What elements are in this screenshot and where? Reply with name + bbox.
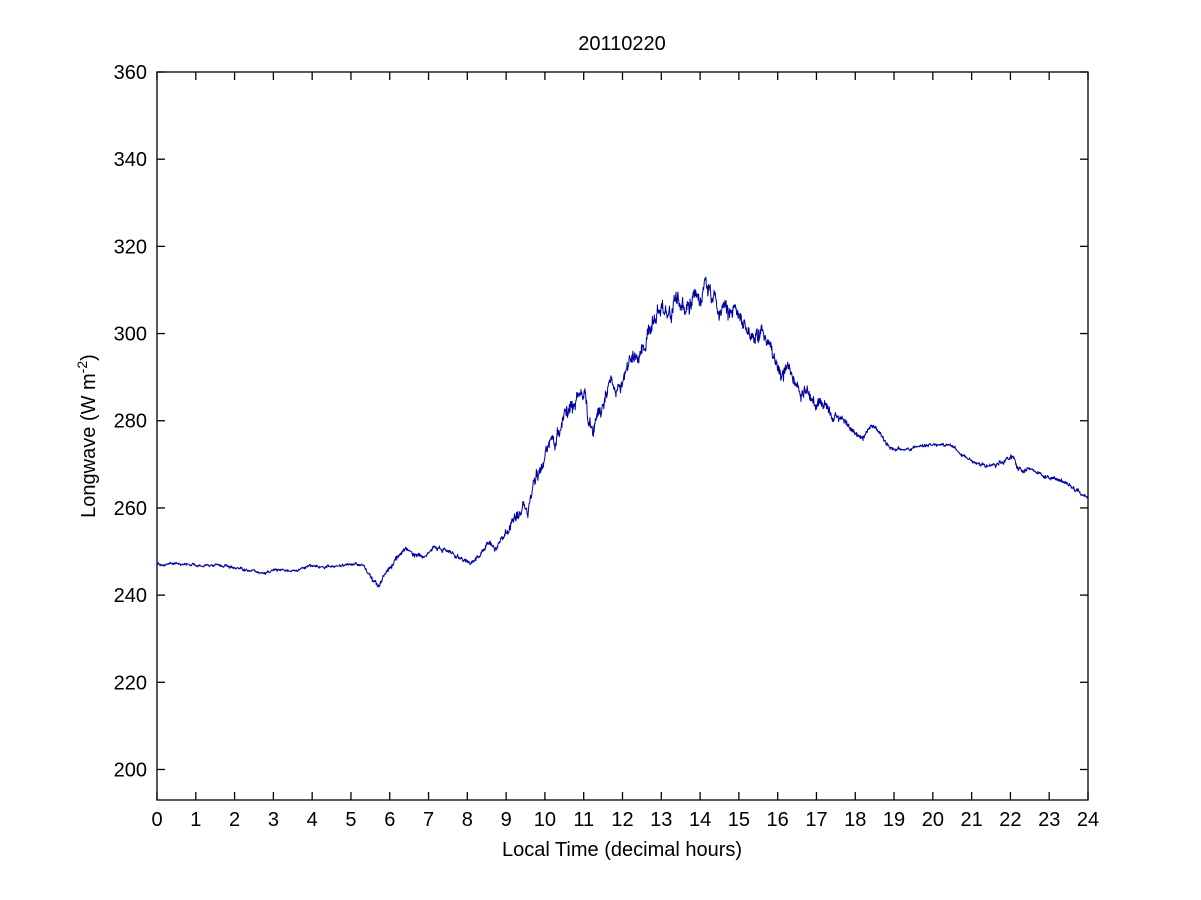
x-tick-label: 13 [650, 809, 672, 831]
y-axis-label-suffix: ) [78, 354, 100, 361]
x-tick-label: 8 [462, 809, 473, 831]
y-tick-label: 360 [114, 62, 147, 84]
x-tick-label: 17 [805, 809, 827, 831]
x-tick-label: 24 [1077, 809, 1099, 831]
x-tick-label: 22 [999, 809, 1021, 831]
x-tick-label: 4 [307, 809, 318, 831]
y-tick-label: 320 [114, 236, 147, 258]
y-axis-label-superscript: -2 [74, 361, 90, 374]
y-tick-label: 280 [114, 411, 147, 433]
y-tick-label: 300 [114, 324, 147, 346]
y-axis-label: Longwave (W m-2) [74, 354, 100, 518]
x-tick-label: 1 [190, 809, 201, 831]
y-tick-label: 340 [114, 149, 147, 171]
chart-title: 20110220 [578, 33, 666, 55]
data-line [156, 276, 1089, 588]
y-tick-label: 260 [114, 498, 147, 520]
y-tick-label: 240 [114, 585, 147, 607]
x-tick-label: 15 [728, 809, 750, 831]
plot-area: 0 1 2 3 4 5 6 7 8 9 10 11 12 13 14 15 16 17 18 19 20 21 22 23 24… [114, 62, 1100, 831]
x-tick-label: 3 [268, 809, 279, 831]
x-axis-label: Local Time (decimal hours) [502, 839, 742, 861]
x-tick-label: 9 [501, 809, 512, 831]
x-tick-label: 21 [961, 809, 983, 831]
x-tick-label: 18 [844, 809, 866, 831]
x-tick-label: 14 [689, 809, 711, 831]
x-tick-label: 12 [611, 809, 633, 831]
axis-box [156, 71, 1089, 801]
x-tick-label: 23 [1038, 809, 1060, 831]
x-tick-label: 6 [384, 809, 395, 831]
y-tick-label: 200 [114, 759, 147, 781]
x-tick-label: 20 [922, 809, 944, 831]
x-tick-label: 11 [573, 809, 594, 831]
x-tick-label: 19 [883, 809, 905, 831]
x-tick-label: 5 [345, 809, 356, 831]
x-tick-label: 0 [151, 809, 162, 831]
y-axis-label-prefix: Longwave (W m [78, 373, 100, 518]
x-tick-label: 2 [229, 809, 240, 831]
x-tick-label: 7 [423, 809, 434, 831]
y-tick-label: 220 [114, 672, 147, 694]
x-tick-label: 16 [767, 809, 789, 831]
x-tick-label: 10 [534, 809, 556, 831]
